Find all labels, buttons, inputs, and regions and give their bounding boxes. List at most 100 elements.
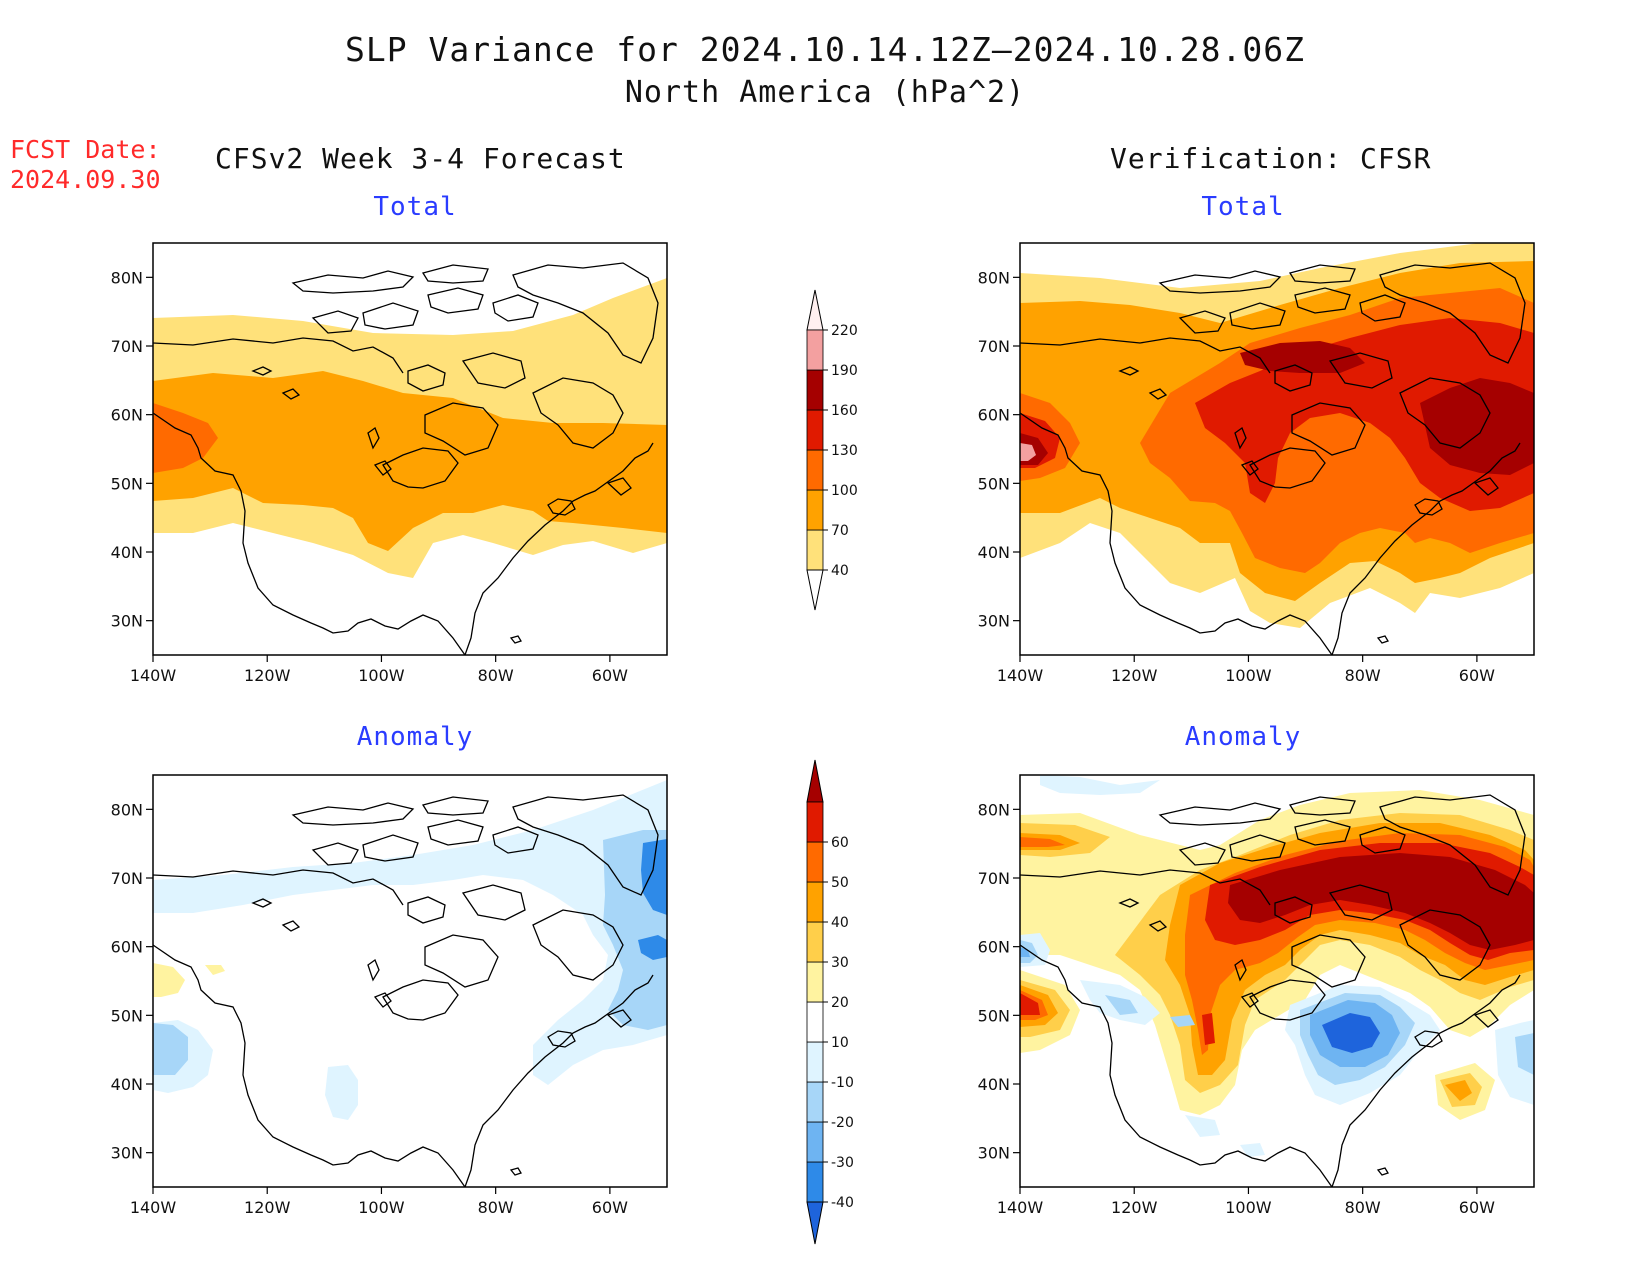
verification-anomaly-map bbox=[1019, 774, 1535, 1188]
total-colorbar: 40 70 100 130 160 190 220 bbox=[806, 289, 858, 611]
forecast-date-value: 2024.09.30 bbox=[10, 165, 161, 194]
forecast-anomaly-lat-label: 50N bbox=[111, 1006, 143, 1025]
forecast-anomaly-lat-label: 80N bbox=[111, 800, 143, 819]
forecast-anomaly-map bbox=[152, 774, 668, 1188]
anomaly-colorbar-box bbox=[806, 841, 824, 883]
forecast-total-lat-label: 70N bbox=[111, 337, 143, 356]
verification-anomaly-lat-label: 40N bbox=[978, 1075, 1010, 1094]
verification-anomaly-lon-label: 100W bbox=[1225, 1198, 1272, 1217]
forecast-total-shading bbox=[153, 278, 667, 578]
anomaly-colorbar-label: -10 bbox=[831, 1075, 854, 1091]
anomaly-colorbar-label: 30 bbox=[831, 955, 849, 971]
anomaly-colorbar-box bbox=[806, 1041, 824, 1083]
forecast-anomaly-frame bbox=[152, 774, 668, 1188]
anomaly-colorbar-label: -30 bbox=[831, 1155, 854, 1171]
total-colorbar-upper-triangle bbox=[806, 289, 824, 331]
forecast-total-lon-label: 140W bbox=[130, 666, 177, 685]
forecast-anomaly-lon-label: 100W bbox=[358, 1198, 405, 1217]
forecast-total-lon-label: 80W bbox=[478, 666, 514, 685]
total-colorbar-label: 100 bbox=[831, 483, 858, 499]
forecast-anomaly-neg30-region bbox=[638, 839, 667, 960]
anomaly-colorbar-box bbox=[806, 801, 824, 843]
verification-anomaly-pos60-region bbox=[1228, 853, 1534, 950]
anomaly-colorbar-label: 50 bbox=[831, 875, 849, 891]
verification-total-frame bbox=[1019, 242, 1535, 656]
anomaly-colorbar-box bbox=[806, 1161, 824, 1203]
anomaly-colorbar-label: -40 bbox=[831, 1195, 854, 1211]
forecast-total-lon-label: 60W bbox=[592, 666, 628, 685]
total-colorbar-label: 40 bbox=[831, 563, 849, 579]
verification-total-lon-label: 120W bbox=[1111, 666, 1158, 685]
forecast-anomaly-lat-label: 40N bbox=[111, 1075, 143, 1094]
anomaly-colorbar-box bbox=[806, 1001, 824, 1043]
verification-anomaly-shading bbox=[1020, 775, 1534, 1157]
verification-anomaly-title: Anomaly bbox=[1184, 722, 1302, 752]
forecast-anomaly-lon-label: 60W bbox=[592, 1198, 628, 1217]
total-colorbar-box bbox=[806, 409, 824, 451]
verification-column-header: Verification: CFSR bbox=[1110, 142, 1432, 175]
forecast-anomaly-lat-label: 30N bbox=[111, 1144, 143, 1163]
anomaly-colorbar-upper-triangle bbox=[806, 759, 824, 803]
forecast-column-header: CFSv2 Week 3-4 Forecast bbox=[215, 142, 626, 175]
verification-total-map bbox=[1019, 242, 1535, 656]
forecast-anomaly-neg10-region bbox=[153, 780, 667, 1120]
anomaly-colorbar-label: 10 bbox=[831, 1035, 849, 1051]
forecast-anomaly-pos10-region bbox=[153, 963, 225, 997]
forecast-total-lat-label: 60N bbox=[111, 406, 143, 425]
verification-anomaly-lat-label: 80N bbox=[978, 800, 1010, 819]
verification-total-lon-label: 140W bbox=[997, 666, 1044, 685]
anomaly-colorbar-box bbox=[806, 961, 824, 1003]
verification-total-160-region bbox=[1020, 341, 1534, 475]
forecast-total-lat-label: 50N bbox=[111, 474, 143, 493]
total-colorbar-box bbox=[806, 489, 824, 531]
total-colorbar-label: 70 bbox=[831, 523, 849, 539]
forecast-anomaly-lat-label: 70N bbox=[111, 869, 143, 888]
verification-anomaly-lon-label: 80W bbox=[1345, 1198, 1381, 1217]
main-subtitle: North America (hPa^2) bbox=[624, 75, 1026, 110]
verification-anomaly-neg30-region bbox=[1020, 947, 1400, 1067]
forecast-total-lon-label: 100W bbox=[358, 666, 405, 685]
verification-anomaly-lat-label: 50N bbox=[978, 1006, 1010, 1025]
forecast-total-lat-label: 30N bbox=[111, 612, 143, 631]
total-colorbar-box bbox=[806, 369, 824, 411]
verification-total-190-region bbox=[1020, 443, 1036, 461]
verification-total-lat-label: 40N bbox=[978, 543, 1010, 562]
verification-total-130-region bbox=[1020, 318, 1534, 511]
anomaly-colorbar-box bbox=[806, 921, 824, 963]
forecast-total-frame bbox=[152, 242, 668, 656]
forecast-anomaly-shading bbox=[153, 780, 667, 1120]
total-colorbar-box bbox=[806, 529, 824, 571]
verification-total-lat-label: 60N bbox=[978, 406, 1010, 425]
forecast-anomaly-neg20-region bbox=[153, 830, 667, 1075]
forecast-anomaly-title: Anomaly bbox=[356, 722, 474, 752]
forecast-anomaly-lon-label: 80W bbox=[478, 1198, 514, 1217]
forecast-total-lat-label: 80N bbox=[111, 268, 143, 287]
total-colorbar-label: 220 bbox=[831, 323, 858, 339]
verification-total-lat-label: 70N bbox=[978, 337, 1010, 356]
verification-anomaly-neg10-region bbox=[1020, 775, 1534, 1157]
anomaly-colorbar-box bbox=[806, 1121, 824, 1163]
forecast-anomaly-lon-label: 140W bbox=[130, 1198, 177, 1217]
verification-total-lat-label: 30N bbox=[978, 612, 1010, 631]
verification-anomaly-lon-label: 60W bbox=[1459, 1198, 1495, 1217]
anomaly-colorbar-label: 40 bbox=[831, 915, 849, 931]
forecast-total-title: Total bbox=[373, 192, 457, 222]
total-colorbar-lower-triangle bbox=[806, 569, 824, 611]
verification-anomaly-lon-label: 140W bbox=[997, 1198, 1044, 1217]
verification-anomaly-neg40-region bbox=[1322, 1013, 1380, 1053]
verification-anomaly-neg20-region bbox=[1020, 940, 1534, 1085]
verification-total-title: Total bbox=[1201, 192, 1285, 222]
forecast-anomaly-lat-label: 60N bbox=[111, 938, 143, 957]
anomaly-colorbar: -40 -30 -20 -10 10 20 30 40 50 60 bbox=[806, 759, 854, 1245]
forecast-total-lat-label: 40N bbox=[111, 543, 143, 562]
verification-total-lon-label: 60W bbox=[1459, 666, 1495, 685]
total-colorbar-label: 160 bbox=[831, 403, 858, 419]
axes-layer: 80N 70N 60N 50N 40N 30N 140W 120W 100W 80W 60W 80N 7… bbox=[111, 268, 1495, 1217]
main-title: SLP Variance for 2024.10.14.12Z—2024.10.… bbox=[345, 30, 1305, 69]
anomaly-colorbar-box bbox=[806, 881, 824, 923]
forecast-anomaly-lon-label: 120W bbox=[244, 1198, 291, 1217]
total-colorbar-label: 190 bbox=[831, 363, 858, 379]
verification-anomaly-frame bbox=[1019, 774, 1535, 1188]
total-colorbar-box bbox=[806, 329, 824, 371]
